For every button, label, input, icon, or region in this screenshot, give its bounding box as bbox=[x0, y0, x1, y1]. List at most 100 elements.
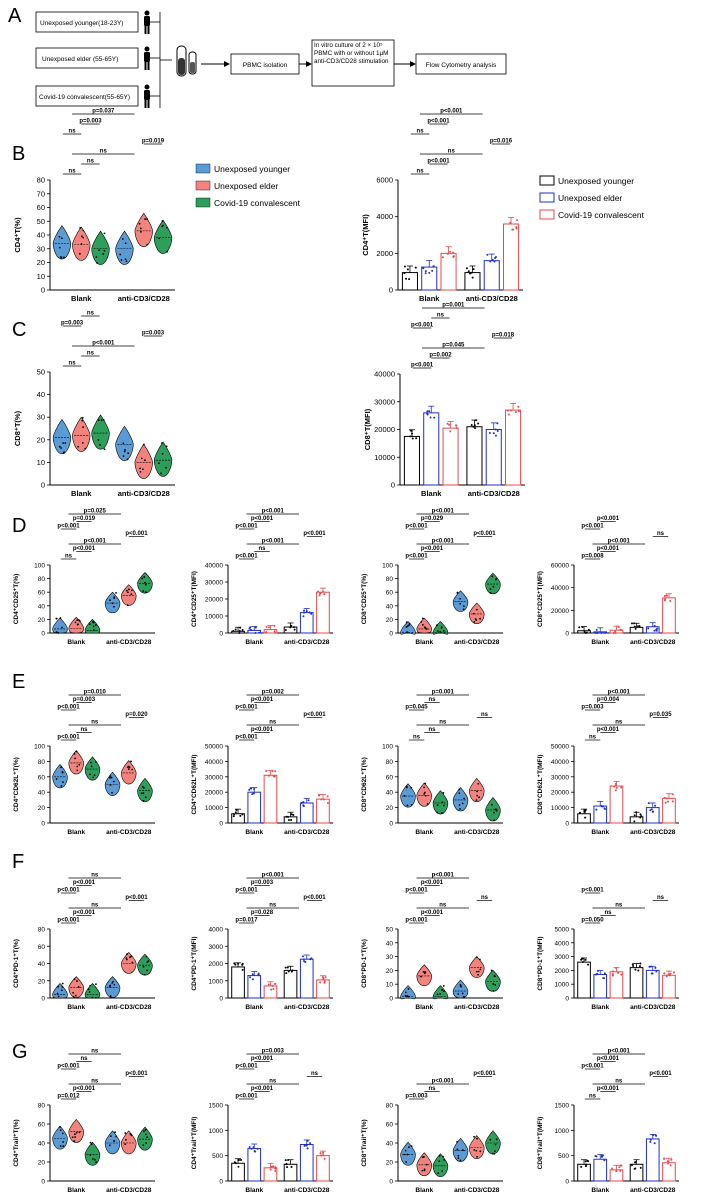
data-point bbox=[583, 630, 586, 633]
y-tick-label: 0 bbox=[219, 631, 223, 638]
significance-label: p<0.001 bbox=[473, 1071, 496, 1077]
violin-mark bbox=[469, 777, 485, 803]
data-point bbox=[422, 267, 425, 270]
data-point bbox=[108, 1144, 111, 1147]
data-point bbox=[459, 1159, 462, 1162]
x-category-label: Blank bbox=[245, 639, 263, 646]
y-tick-label: 40 bbox=[386, 940, 394, 947]
y-tick-label: 80 bbox=[386, 1103, 394, 1110]
data-point bbox=[128, 588, 130, 591]
y-axis-label: CD4⁺T(MFI) bbox=[361, 214, 370, 256]
significance-label: p=0.020 bbox=[125, 712, 148, 718]
violin-mark bbox=[52, 983, 68, 999]
data-point bbox=[441, 1170, 444, 1172]
y-tick-label: 80 bbox=[38, 927, 46, 934]
y-axis-label: CD4⁺PD-1⁺T(%) bbox=[13, 939, 20, 988]
chart-c-2: 0 10 20 30 40 50 CD8⁺T(%) Blank anti-CD3/CD28 ns n… bbox=[13, 311, 175, 498]
chart-g-18: 0 20 40 60 80 CD8⁺Trail⁺T(%) Blank anti-CD3/CD2… bbox=[361, 1071, 503, 1194]
data-point bbox=[125, 958, 128, 961]
data-point bbox=[408, 624, 411, 626]
y-tick-label: 20000 bbox=[551, 608, 569, 615]
data-point bbox=[493, 260, 496, 263]
arrow-head-icon bbox=[224, 61, 230, 67]
chart-e-8: 0 20 40 60 80 100 CD4⁺CD62L⁺T(%) Blank anti-CD3/… bbox=[13, 690, 155, 836]
significance-label: p=0.035 bbox=[649, 712, 672, 718]
data-point bbox=[293, 626, 296, 629]
data-point bbox=[248, 627, 251, 630]
data-point bbox=[322, 1154, 325, 1157]
data-point bbox=[146, 1136, 149, 1138]
person-leg bbox=[144, 25, 147, 34]
data-point bbox=[496, 430, 499, 433]
data-point bbox=[90, 765, 93, 768]
y-tick-label: 40 bbox=[38, 961, 46, 968]
data-point bbox=[60, 237, 63, 240]
violin-mark bbox=[115, 230, 134, 265]
y-axis-label: CD8⁺CD25⁺T(MFI) bbox=[537, 571, 544, 627]
significance-label: ns bbox=[87, 351, 95, 357]
significance-label: p<0.001 bbox=[251, 697, 274, 703]
legend-label: Unexposed elder bbox=[214, 181, 278, 191]
violin-mark bbox=[432, 985, 449, 1000]
data-point bbox=[405, 626, 408, 628]
data-point bbox=[100, 419, 103, 422]
data-point bbox=[428, 410, 431, 413]
data-point bbox=[457, 1154, 460, 1157]
data-point bbox=[515, 227, 518, 230]
significance-label: ns bbox=[87, 159, 95, 165]
significance-label: ns bbox=[80, 1056, 88, 1062]
data-point bbox=[326, 795, 329, 798]
data-point bbox=[584, 816, 587, 819]
significance-label: p<0.001 bbox=[235, 888, 258, 894]
group-label-elder: Unexposed elder (55-65Y) bbox=[42, 56, 118, 63]
bar-mark bbox=[662, 1162, 676, 1182]
y-tick-label: 70 bbox=[37, 189, 45, 198]
data-point bbox=[250, 1147, 253, 1150]
data-point bbox=[254, 632, 257, 634]
y-tick-label: 0 bbox=[389, 1179, 393, 1186]
group-box-younger bbox=[35, 11, 139, 33]
x-category-label: Blank bbox=[415, 1187, 433, 1194]
bar-mark bbox=[577, 1163, 591, 1182]
x-category-label: Blank bbox=[415, 639, 433, 646]
violin-mark bbox=[452, 979, 469, 999]
panel-a-label: A bbox=[8, 5, 22, 27]
y-tick-label: 100 bbox=[34, 563, 45, 570]
data-point bbox=[632, 964, 635, 967]
significance-label: p<0.001 bbox=[432, 509, 455, 515]
data-point bbox=[265, 631, 268, 634]
data-point bbox=[578, 626, 581, 629]
person-body bbox=[144, 90, 150, 100]
data-point bbox=[617, 626, 620, 629]
significance-label: p=0.012 bbox=[57, 1094, 80, 1100]
data-point bbox=[103, 448, 106, 451]
legend-label: Unexposed younger bbox=[214, 164, 290, 174]
x-category-label: anti-CD3/CD28 bbox=[284, 639, 330, 646]
data-point bbox=[634, 627, 637, 630]
data-point bbox=[452, 251, 455, 254]
data-point bbox=[489, 1138, 492, 1141]
data-point bbox=[130, 589, 133, 592]
data-point bbox=[273, 982, 276, 985]
data-point bbox=[113, 1140, 115, 1142]
data-point bbox=[271, 770, 274, 773]
significance-label: ns bbox=[589, 735, 597, 741]
y-tick-label: 20000 bbox=[374, 425, 395, 434]
bar-mark bbox=[263, 774, 278, 824]
data-point bbox=[239, 814, 242, 817]
significance-label: p<0.001 bbox=[251, 727, 274, 733]
data-point bbox=[94, 996, 97, 999]
data-point bbox=[478, 958, 481, 961]
data-point bbox=[319, 1152, 322, 1155]
charts: 0 10 20 30 40 50 60 70 80 CD4⁺T(%) Blank anti-CD3/C… bbox=[13, 109, 679, 1194]
person-icon bbox=[144, 84, 150, 108]
data-point bbox=[494, 428, 497, 431]
data-point bbox=[654, 1134, 657, 1137]
data-point bbox=[305, 610, 308, 613]
significance-label: p=0.050 bbox=[581, 918, 604, 924]
data-point bbox=[441, 989, 443, 991]
y-tick-label: 20 bbox=[37, 258, 45, 267]
data-point bbox=[667, 1162, 670, 1165]
data-point bbox=[143, 973, 146, 976]
data-point bbox=[476, 794, 479, 797]
